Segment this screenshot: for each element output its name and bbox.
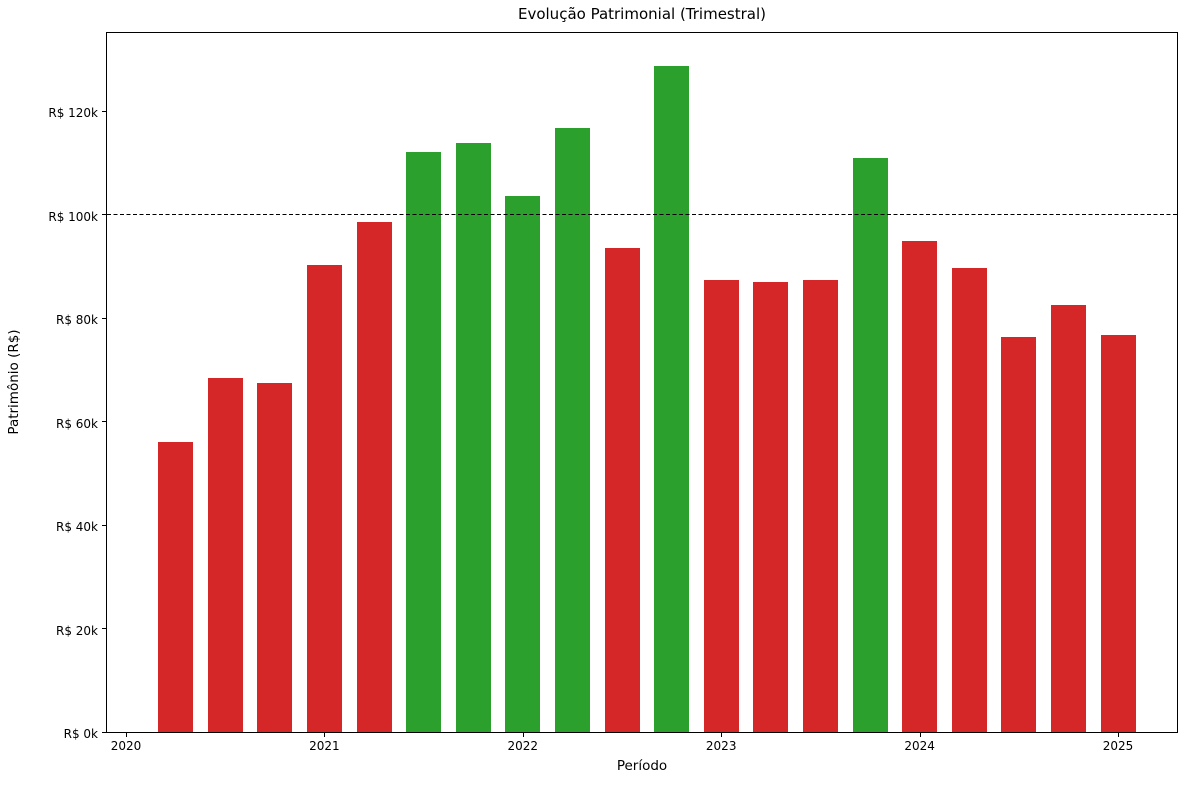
y-axis-label: Patrimônio (R$) xyxy=(6,329,22,435)
bar-2024-Q4 xyxy=(1050,305,1086,732)
y-tick-label: R$ 0k xyxy=(63,727,98,741)
x-tick-mark xyxy=(324,732,326,737)
bar-2024-Q2 xyxy=(951,268,987,732)
bar-2020-Q3 xyxy=(207,377,243,732)
bar-2021-Q4 xyxy=(455,143,491,732)
bar-2022-Q3 xyxy=(604,248,640,732)
x-tick-label: 2023 xyxy=(705,739,737,753)
x-tick-label: 2024 xyxy=(904,739,935,753)
y-tick-label: R$ 60k xyxy=(55,416,98,431)
bar-2023-Q1 xyxy=(703,280,739,732)
y-tick-mark xyxy=(102,731,107,733)
bar-2022-Q1 xyxy=(505,195,541,732)
bar-2021-Q2 xyxy=(356,222,392,732)
chart-title: Evolução Patrimonial (Trimestral) xyxy=(517,5,767,23)
bar-2022-Q2 xyxy=(554,128,590,732)
y-tick-label: R$ 20k xyxy=(55,623,98,638)
x-tick-label: 2025 xyxy=(1102,739,1134,753)
x-tick-mark xyxy=(721,732,723,737)
x-tick-mark xyxy=(1118,732,1119,737)
y-tick-mark xyxy=(102,628,107,630)
bar-2024-Q1 xyxy=(902,240,938,732)
x-tick-label: 2022 xyxy=(507,739,539,753)
bar-2025-Q1 xyxy=(1100,334,1136,732)
bar-2021-Q3 xyxy=(406,152,442,732)
bar-2024-Q3 xyxy=(1001,337,1037,732)
bar-2021-Q1 xyxy=(306,265,342,732)
y-tick-mark xyxy=(102,524,107,526)
y-tick-label: R$ 80k xyxy=(55,313,98,328)
bar-2022-Q4 xyxy=(654,66,690,732)
y-tick-label: R$ 40k xyxy=(55,520,98,535)
y-tick-label: R$ 120k xyxy=(48,106,98,121)
bar-2023-Q2 xyxy=(753,282,789,732)
bar-2020-Q2 xyxy=(158,442,194,732)
y-tick-mark xyxy=(102,214,107,216)
bar-2023-Q4 xyxy=(852,158,888,732)
goal-line xyxy=(107,213,1177,216)
x-tick-label: 2021 xyxy=(309,739,340,753)
x-tick-mark xyxy=(126,732,127,737)
x-tick-label: 2020 xyxy=(110,739,142,753)
x-tick-mark xyxy=(522,732,524,737)
y-tick-mark xyxy=(102,110,107,112)
x-tick-mark xyxy=(919,732,921,737)
y-tick-mark xyxy=(102,421,107,423)
plot-area: R$ 0k R$ 20k R$ 40k R$ 60k R$ 80k R$ 100k R$ 1… xyxy=(48,32,1178,753)
y-tick-mark xyxy=(102,317,107,319)
x-axis-label: Período xyxy=(616,758,668,774)
bar-2023-Q3 xyxy=(802,279,838,732)
bar-2020-Q4 xyxy=(257,383,293,732)
y-tick-label: R$ 100k xyxy=(48,209,98,224)
